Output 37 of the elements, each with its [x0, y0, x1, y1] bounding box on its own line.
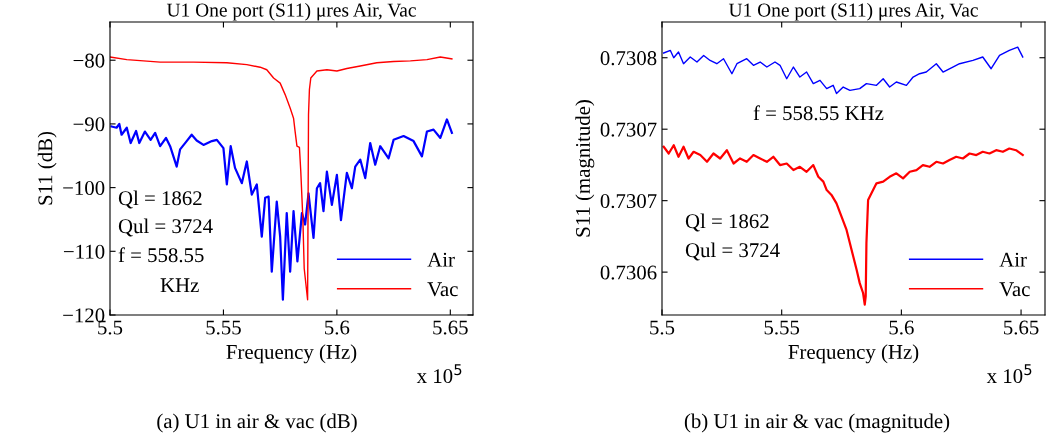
line-series — [662, 46, 1024, 95]
x-axis-title: Frequency (Hz) — [226, 344, 357, 364]
y-tick-label: −80 — [73, 53, 105, 68]
legend-label: Vac — [427, 282, 458, 297]
annotation: KHz — [160, 278, 199, 293]
x-tick-label: 5.6 — [889, 320, 914, 335]
annotation: Qul = 3724 — [118, 218, 213, 237]
x-tick-label: 5.6 — [325, 320, 350, 335]
x-tick-label: 5.5 — [650, 320, 675, 335]
y-tick-label: 0.7306 — [600, 265, 657, 280]
annotation: Qul = 3724 — [685, 242, 780, 261]
y-tick-label: −90 — [73, 117, 105, 132]
y-axis-title: S11 (dB) — [37, 131, 57, 205]
y-tick-label: 0.7307 — [600, 122, 657, 137]
text: x 10$^{5}$ — [986, 364, 1032, 384]
y-tick-label: 0.7308 — [600, 51, 657, 66]
annotation: Ql = 1862 — [118, 190, 202, 209]
legend-label: Vac — [999, 282, 1030, 297]
chart-title: U1 One port (S11) μres Air, Vac — [728, 2, 978, 21]
annotation: f = 558.55 — [118, 247, 204, 263]
text: (a) U1 in air & vac (dB) — [157, 413, 357, 433]
x-axis-title: Frequency (Hz) — [788, 344, 919, 364]
y-axis-title: S11 (magnitude) — [575, 100, 595, 237]
x-tick-label: 5.65 — [1004, 320, 1039, 335]
legend-label: Air — [999, 252, 1027, 267]
annotation: Ql = 1862 — [685, 213, 769, 232]
annotation: f = 558.55 KHz — [753, 105, 884, 121]
chart-title: U1 One port (S11) μres Air, Vac — [166, 2, 416, 21]
text: x 10$^{5}$ — [416, 364, 462, 384]
y-tick-label: −100 — [63, 180, 105, 196]
x-tick-label: 5.65 — [433, 320, 468, 335]
legend-label: Air — [427, 252, 455, 267]
x-tick-label: 5.55 — [764, 320, 800, 335]
x-tick-label: 5.55 — [206, 320, 241, 335]
text: (b) U1 in air & vac (magnitude) — [684, 413, 950, 433]
y-tick-label: 0.7307 — [600, 194, 657, 209]
y-tick-label: −110 — [63, 244, 105, 259]
